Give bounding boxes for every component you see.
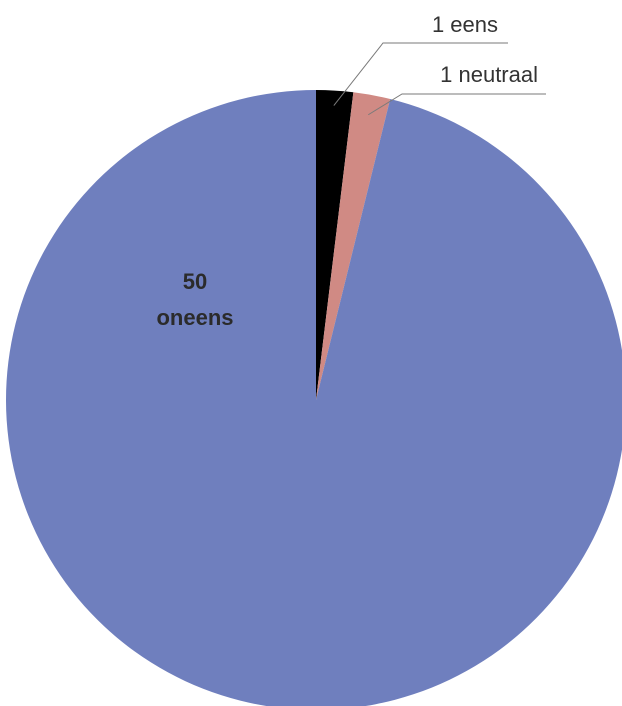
- pie-slices: [6, 90, 622, 706]
- leader-line-neutraal: [368, 93, 546, 116]
- pie-slice-neutraal: [316, 92, 391, 400]
- slice-label-count-oneens: 50: [183, 269, 207, 294]
- leader-line-eens: [333, 42, 508, 106]
- slice-label-neutraal: 1 neutraal: [440, 62, 538, 87]
- slice-label-text-oneens: oneens: [156, 305, 233, 330]
- pie-slice-oneens: [6, 90, 622, 706]
- slice-labels: 1 eens 1 neutraal 50 oneens: [156, 12, 538, 330]
- slice-label-eens: 1 eens: [432, 12, 498, 37]
- leader-lines: [333, 42, 546, 116]
- pie-slice-eens: [316, 90, 354, 400]
